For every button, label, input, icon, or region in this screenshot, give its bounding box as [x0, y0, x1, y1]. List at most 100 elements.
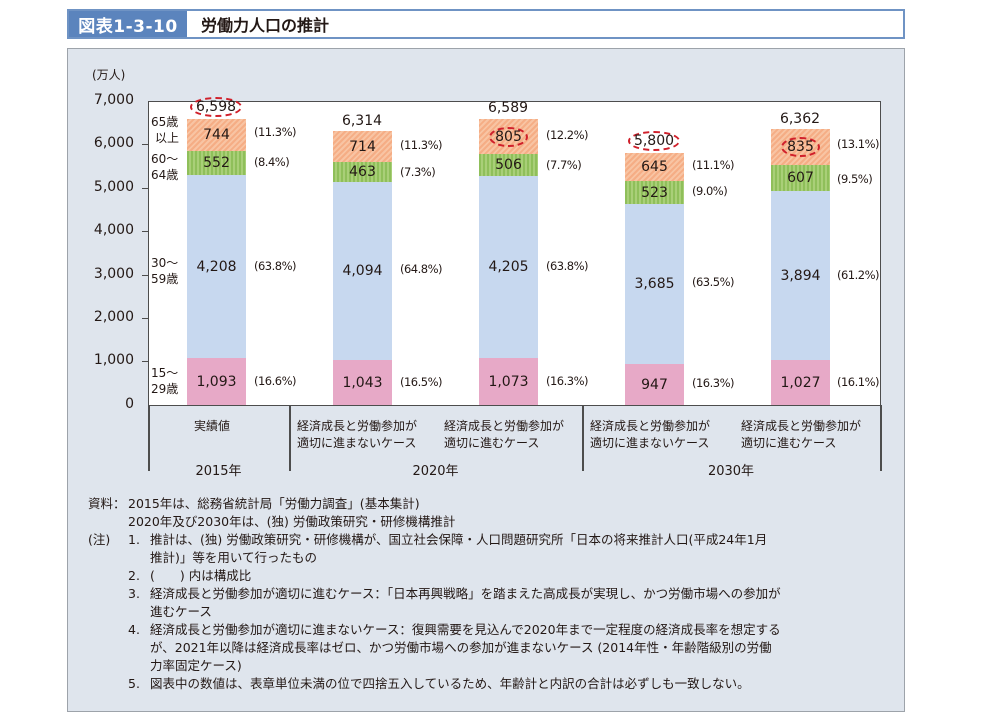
segment-65-plus: 714 — [333, 131, 392, 162]
note-item: 5. 図表中の数値は、表章単位未満の位で四捨五入しているため、年齢計と内訳の合計… — [128, 675, 781, 693]
highlight-circle: 805 — [489, 126, 528, 147]
segment-value: 607 — [787, 170, 814, 186]
segment-15-29: 1,093 — [187, 358, 246, 405]
segment-value: 4,094 — [342, 263, 383, 279]
y-tick-label: 4,000 — [93, 222, 134, 238]
percent-60-64: (7.3%) — [400, 165, 436, 179]
y-tick-mark — [142, 361, 148, 362]
y-tick-label: 7,000 — [93, 92, 134, 108]
note-item: 3. 経済成長と労働参加が適切に進むケース：「日本再興戦略」を踏まえた高成長が実… — [128, 585, 781, 621]
percent-65-plus: (11.1%) — [692, 158, 735, 172]
category-label-line: 経済成長と労働参加が — [297, 419, 418, 433]
y-tick-mark — [142, 275, 148, 276]
segment-value: 523 — [641, 184, 668, 201]
category-label-line: 経済成長と労働参加が — [741, 419, 862, 433]
figure-title-bar: 図表1-3-10 労働力人口の推計 — [67, 9, 905, 39]
percent-15-29: (16.3%) — [692, 376, 735, 390]
category-label-line: 適切に進むケース — [444, 436, 540, 450]
figure-title: 労働力人口の推計 — [201, 16, 330, 35]
y-tick-label: 2,000 — [93, 309, 134, 325]
x-axis-divider — [148, 405, 150, 471]
percent-30-59: (64.8%) — [400, 262, 443, 276]
age-label-60-64: 60～ 64歳 — [151, 151, 178, 183]
percent-60-64: (9.5%) — [837, 172, 873, 186]
note-number: 3. — [128, 586, 140, 601]
percent-60-64: (7.7%) — [546, 158, 582, 172]
bar-total: 6,589 — [487, 100, 529, 116]
segment-value: 1,043 — [342, 374, 383, 391]
year-label-2020: 2020年 — [412, 464, 459, 479]
category-label-line: 適切に進まないケース — [590, 436, 710, 450]
source-head: 資料： — [88, 496, 126, 511]
category-label-2030-low: 経済成長と労働参加が 適切に進まないケース — [590, 418, 710, 452]
bar-total: 5,800 — [614, 131, 694, 151]
category-label-line: 経済成長と労働参加が — [444, 419, 565, 433]
age-label-line: 59歳 — [151, 272, 179, 286]
y-tick-label: 5,000 — [93, 179, 134, 195]
age-label-15-29: 15～ 29歳 — [151, 365, 178, 397]
category-label-2020-low: 経済成長と労働参加が 適切に進まないケース — [297, 418, 417, 452]
note-item: 1. 推計は、(独) 労働政策研究・研修機構が、国立社会保障・人口問題研究所「日… — [128, 531, 781, 567]
percent-65-plus: (11.3%) — [400, 138, 443, 152]
percent-60-64: (9.0%) — [692, 184, 728, 198]
segment-15-29: 947 — [625, 364, 684, 405]
age-label-65-plus: 65歳 以上 — [151, 114, 179, 146]
segment-value: 1,073 — [488, 373, 529, 390]
percent-60-64: (8.4%) — [254, 155, 290, 169]
category-label-actual: 実績値 — [194, 418, 230, 435]
y-tick-label: 1,000 — [93, 352, 134, 368]
x-axis-divider — [582, 405, 584, 471]
segment-value: 1,093 — [196, 373, 237, 390]
note-line: ( ) 内は構成比 — [150, 568, 252, 583]
note-line: 経済成長と労働参加が適切に進まないケース：復興需要を見込んで2020年まで一定程… — [150, 622, 781, 637]
note-item: 2. ( ) 内は構成比 — [128, 567, 781, 585]
age-label-line: 29歳 — [151, 382, 179, 396]
percent-30-59: (61.2%) — [837, 268, 880, 282]
note-line: 図表中の数値は、表章単位未満の位で四捨五入しているため、年齢計と内訳の合計は必ず… — [150, 676, 750, 691]
percent-15-29: (16.3%) — [546, 374, 589, 388]
note-line: 進むケース — [150, 604, 212, 619]
y-tick-label: 0 — [125, 396, 134, 412]
segment-15-29: 1,073 — [479, 358, 538, 405]
segment-value: 4,208 — [196, 258, 237, 275]
segment-value: 3,894 — [780, 267, 821, 284]
segment-30-59: 4,208 — [187, 175, 246, 358]
age-label-line: 15～ — [151, 366, 179, 380]
age-label-line: 64歳 — [151, 168, 179, 182]
note-number: 1. — [128, 532, 140, 547]
x-axis-divider — [880, 405, 882, 471]
percent-65-plus: (12.2%) — [546, 128, 589, 142]
segment-value: 3,685 — [634, 276, 675, 292]
segment-60-64: 523 — [625, 181, 684, 204]
highlight-circle: 835 — [781, 137, 820, 157]
segment-65-plus: 645 — [625, 153, 684, 181]
percent-65-plus: (13.1%) — [837, 137, 880, 151]
segment-60-64: 506 — [479, 154, 538, 176]
category-label-line: 実績値 — [194, 419, 231, 433]
notes-head: (注) — [88, 532, 111, 547]
age-label-line: 60～ — [151, 152, 179, 166]
category-label-line: 経済成長と労働参加が — [590, 419, 711, 433]
percent-65-plus: (11.3%) — [254, 125, 297, 139]
segment-15-29: 1,043 — [333, 360, 392, 405]
segment-value: 645 — [641, 159, 668, 175]
percent-30-59: (63.5%) — [692, 275, 735, 289]
segment-30-59: 3,894 — [771, 191, 830, 360]
source-line: 2020年及び2030年は、(独) 労働政策研究・研修機構推計 — [128, 514, 456, 529]
percent-15-29: (16.6%) — [254, 374, 297, 388]
note-number: 4. — [128, 622, 140, 637]
note-line: 力率固定ケース) — [150, 658, 242, 673]
segment-65-plus: 835 — [771, 129, 830, 165]
year-label-2015: 2015年 — [195, 464, 242, 479]
note-number: 2. — [128, 568, 140, 583]
note-line: が、2021年以降は経済成長率はゼロ、かつ労働市場への参加が進まないケース (2… — [150, 640, 772, 655]
segment-value: 4,205 — [488, 259, 529, 275]
bar-total: 6,598 — [176, 97, 256, 117]
bar-total: 6,314 — [341, 113, 383, 129]
x-axis-divider — [289, 405, 291, 471]
y-tick-label: 3,000 — [93, 266, 134, 282]
figure-number: 図表1-3-10 — [69, 11, 187, 37]
segment-65-plus: 805 — [479, 119, 538, 154]
segment-value: 506 — [495, 157, 522, 173]
segment-value: 1,027 — [780, 374, 821, 391]
